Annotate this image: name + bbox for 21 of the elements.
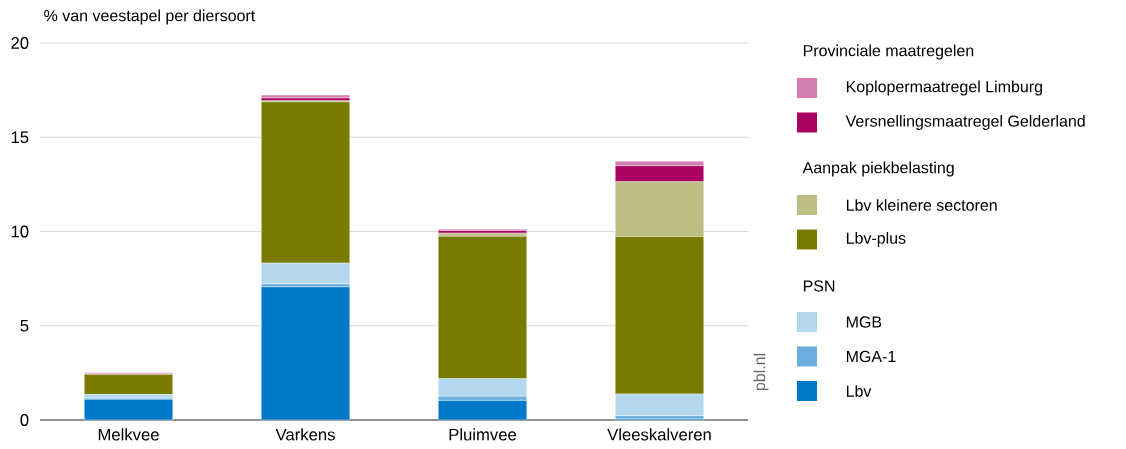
y-tick-label: 10 [11,225,29,238]
y-tick-label: 0 [20,414,29,426]
y-tick-label: 20 [11,37,29,49]
text: Aanpak piekbelasting [802,161,954,177]
legend-label: Koplopermaatregel Limburg [846,80,1042,96]
legend-label: MGB [846,316,882,328]
x-tick-label: Melkvee [98,428,159,441]
x-tick-label: Vleeskalveren [607,428,711,441]
y-tick-label: 15 [11,131,29,144]
x-tick-label: Varkens [275,428,335,441]
legend-label: Lbv-plus [846,232,906,247]
text: Provinciale maatregelen [803,44,974,60]
y-tick-label: 5 [20,319,29,332]
legend-label: Lbv [846,385,872,397]
y-axis-title: % van veestapel per diersoort [44,9,256,25]
legend-label: Versnellingsmaatregel Gelderland [845,115,1085,130]
text: PSN [803,280,835,292]
legend-label: Lbv kleinere sectoren [846,199,997,211]
x-tick-label: Pluimvee [449,428,517,441]
text: pbl.nl [753,353,769,391]
legend-label: MGA-1 [846,350,896,363]
